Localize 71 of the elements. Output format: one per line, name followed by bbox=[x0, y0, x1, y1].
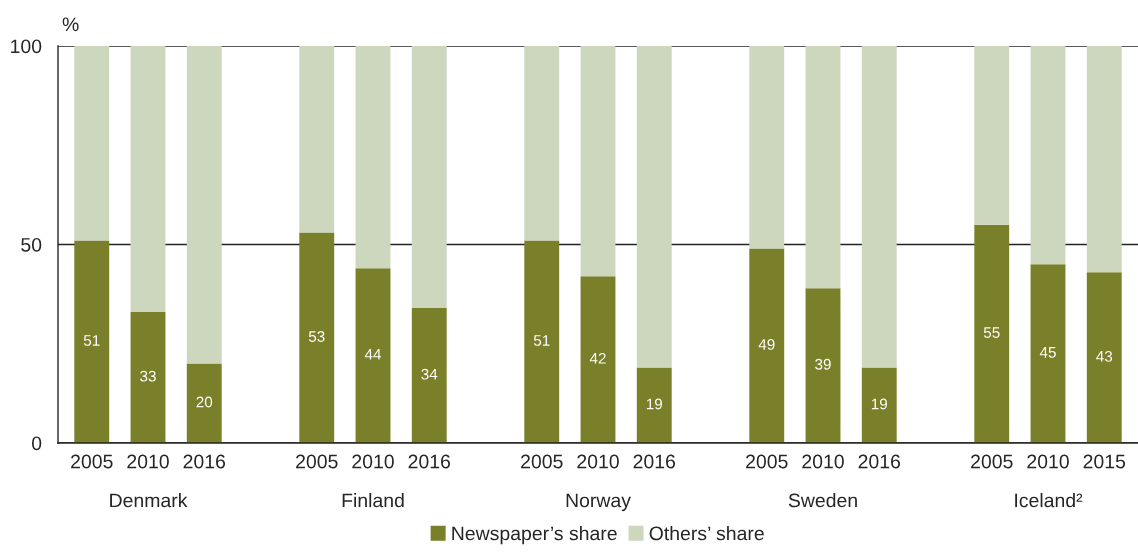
data-label: 51 bbox=[83, 335, 100, 346]
x-tick-label: 2005 bbox=[971, 454, 1013, 469]
legend-label: Newspaper’s share bbox=[452, 526, 617, 545]
bar bbox=[749, 248, 785, 443]
bar bbox=[355, 46, 391, 269]
bar bbox=[74, 240, 110, 443]
text: Sweden bbox=[788, 493, 857, 508]
x-tick-label: 2010 bbox=[352, 454, 394, 469]
y-tick-label: 0 bbox=[31, 436, 42, 451]
bar bbox=[186, 46, 222, 364]
data-label: 45 bbox=[1039, 347, 1056, 358]
bar bbox=[636, 367, 672, 443]
y-axis-title: % bbox=[62, 17, 79, 32]
data-label: 53 bbox=[308, 331, 325, 342]
bar bbox=[130, 311, 166, 443]
bar bbox=[355, 268, 391, 443]
bar bbox=[805, 46, 841, 289]
bar bbox=[974, 46, 1010, 225]
bar bbox=[805, 288, 841, 443]
x-tick-label: 2016 bbox=[633, 454, 676, 469]
y-tick-label: 100 bbox=[11, 39, 42, 54]
bar bbox=[186, 363, 222, 443]
x-tick-label: 2016 bbox=[858, 454, 901, 469]
x-tick-label: 2010 bbox=[577, 454, 619, 469]
x-tick-label: 2016 bbox=[408, 454, 451, 469]
bar bbox=[524, 240, 560, 443]
bar bbox=[974, 224, 1010, 443]
data-label: 43 bbox=[1096, 350, 1113, 362]
data-label: 44 bbox=[364, 349, 382, 360]
data-label: 34 bbox=[421, 368, 438, 380]
data-label: 55 bbox=[983, 327, 1000, 338]
bar bbox=[1086, 46, 1122, 273]
data-label: 49 bbox=[758, 339, 775, 350]
bar bbox=[130, 46, 166, 312]
x-tick-label: 2010 bbox=[802, 454, 844, 469]
bar bbox=[1030, 264, 1066, 443]
data-label: 39 bbox=[815, 358, 831, 370]
data-label: 19 bbox=[871, 398, 888, 410]
data-label: 33 bbox=[140, 370, 156, 382]
bar bbox=[74, 46, 110, 241]
x-tick-label: 2016 bbox=[183, 454, 226, 469]
text: Iceland² bbox=[1015, 493, 1083, 508]
bar bbox=[411, 308, 447, 443]
bar bbox=[749, 46, 785, 249]
x-tick-label: 2010 bbox=[127, 454, 169, 469]
data-label: 51 bbox=[533, 335, 550, 346]
legend-label: Others’ share bbox=[649, 526, 764, 541]
bar bbox=[636, 46, 672, 368]
bar bbox=[861, 367, 897, 443]
y-tick-label: 50 bbox=[21, 237, 42, 252]
bar bbox=[861, 46, 897, 368]
x-tick-label: 2010 bbox=[1027, 454, 1069, 469]
bar bbox=[299, 46, 335, 233]
x-tick-label: 2005 bbox=[296, 454, 338, 469]
bar bbox=[411, 46, 447, 309]
data-label: 42 bbox=[589, 352, 606, 364]
bar bbox=[299, 232, 335, 443]
data-label: 20 bbox=[196, 396, 213, 408]
x-tick-label: 2005 bbox=[746, 454, 788, 469]
x-tick-label: 2005 bbox=[71, 454, 113, 469]
text: Denmark bbox=[110, 493, 188, 508]
x-tick-label: 2015 bbox=[1083, 454, 1126, 469]
data-label: 19 bbox=[646, 398, 663, 410]
text: Finland bbox=[342, 493, 404, 508]
bar bbox=[580, 276, 616, 443]
bar bbox=[524, 46, 560, 241]
bar bbox=[580, 46, 616, 277]
x-tick-label: 2005 bbox=[521, 454, 563, 469]
bar bbox=[1086, 272, 1122, 443]
text: Norway bbox=[566, 493, 631, 512]
bar bbox=[1030, 46, 1066, 265]
